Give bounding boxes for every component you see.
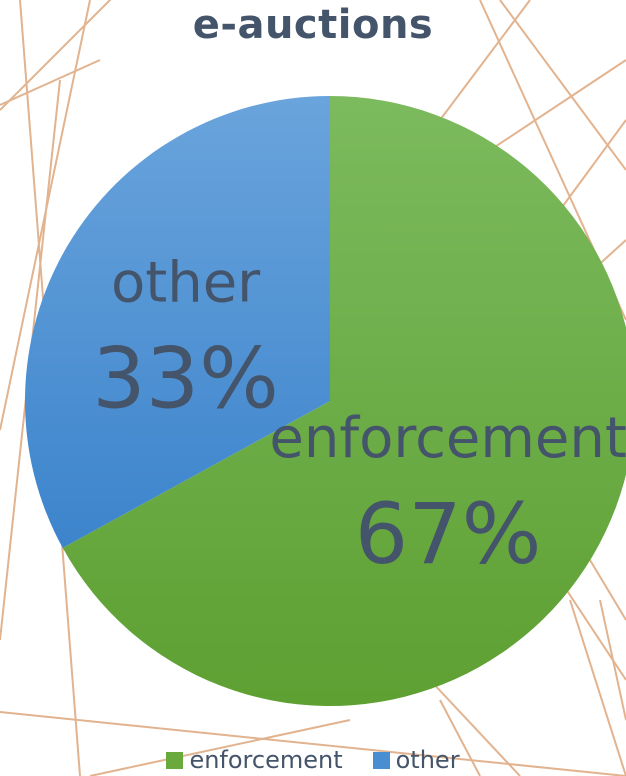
- legend-item-other: other: [372, 746, 460, 774]
- slice-label-enforcement: enforcement: [269, 406, 626, 471]
- legend-label-other: other: [395, 746, 460, 774]
- slice-label-other: other: [111, 251, 261, 316]
- chart-legend: enforcement other: [0, 746, 626, 774]
- chart-title: e-auctions: [192, 2, 434, 48]
- pie-slice-enforcement: [62, 96, 626, 706]
- legend-swatch-enforcement: [166, 751, 184, 769]
- legend-label-enforcement: enforcement: [189, 746, 343, 774]
- legend-item-enforcement: enforcement: [166, 746, 343, 774]
- slice-percent-enforcement: 67%: [355, 485, 542, 583]
- pie-slice-other: [24, 95, 330, 548]
- slice-percent-other: 33%: [92, 330, 279, 428]
- legend-swatch-other: [372, 751, 390, 769]
